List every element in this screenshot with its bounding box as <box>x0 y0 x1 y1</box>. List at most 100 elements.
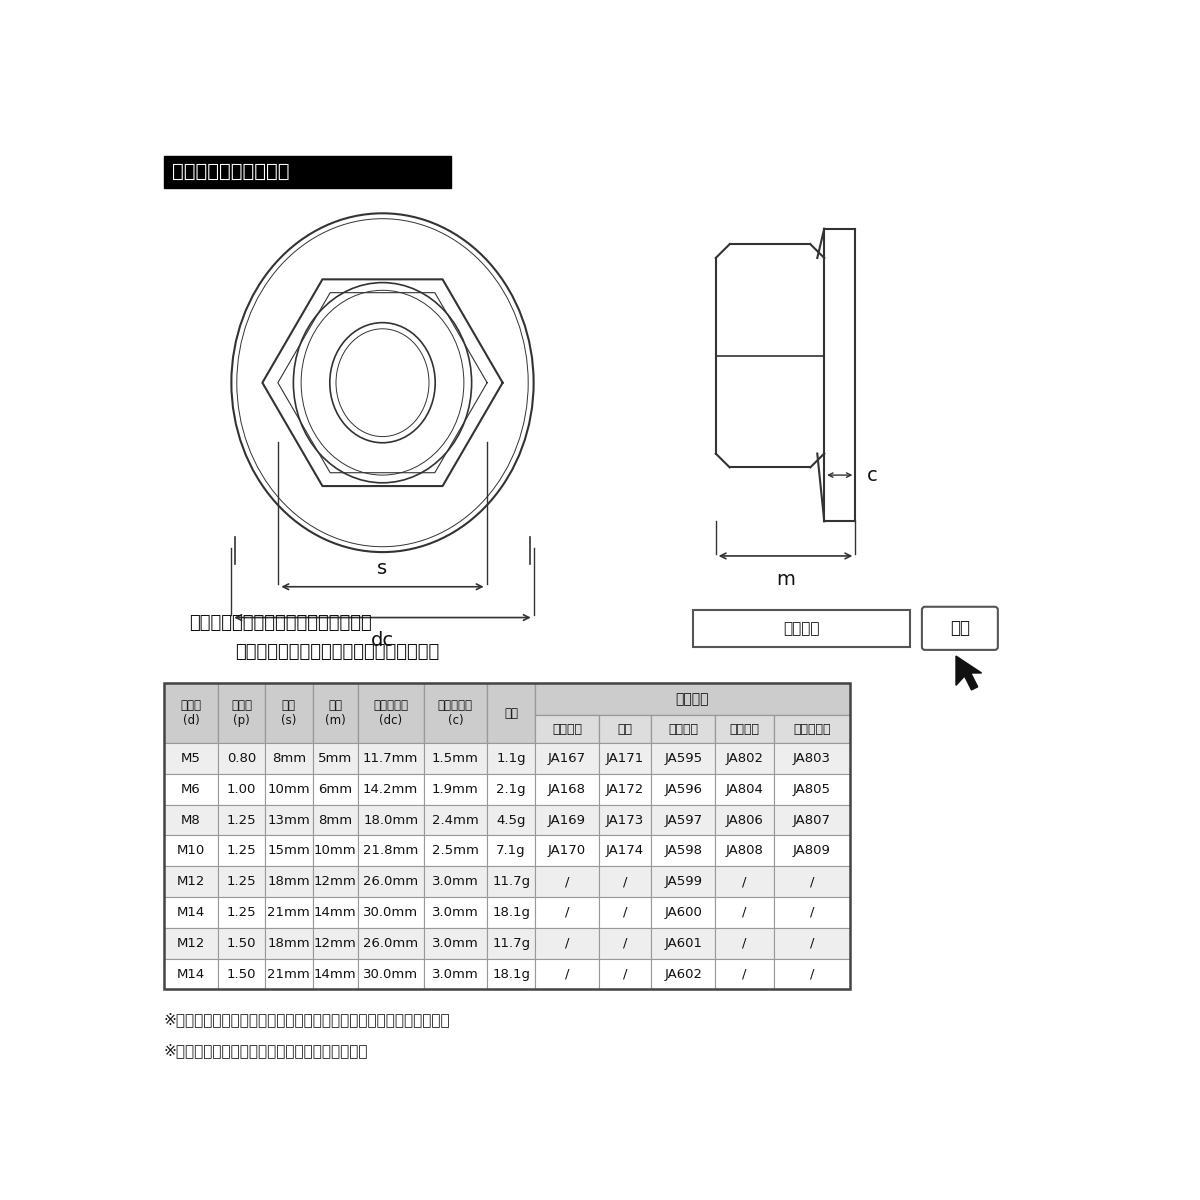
Bar <box>652 928 715 959</box>
Text: JA596: JA596 <box>665 782 702 796</box>
Bar <box>535 928 599 959</box>
Bar <box>265 898 313 928</box>
Text: 平径
(s): 平径 (s) <box>281 700 296 727</box>
Text: M10: M10 <box>176 845 205 857</box>
Bar <box>715 866 774 898</box>
Bar <box>487 805 535 835</box>
Bar <box>535 715 599 743</box>
Text: 8mm: 8mm <box>318 814 353 827</box>
Bar <box>715 835 774 866</box>
Bar <box>164 959 218 990</box>
Bar <box>218 898 265 928</box>
Text: 高さ
(m): 高さ (m) <box>325 700 346 727</box>
Text: 重量: 重量 <box>504 707 518 720</box>
Bar <box>358 774 424 805</box>
Text: JA809: JA809 <box>793 845 830 857</box>
Text: 3.0mm: 3.0mm <box>432 967 479 980</box>
Bar <box>487 743 535 774</box>
Bar <box>358 928 424 959</box>
Text: お探しの商品に素早くアクセスできます。: お探しの商品に素早くアクセスできます。 <box>235 643 439 661</box>
Bar <box>164 683 218 743</box>
Bar <box>164 683 850 990</box>
Text: JA602: JA602 <box>665 967 702 980</box>
Text: 21mm: 21mm <box>268 967 310 980</box>
Text: シルバー: シルバー <box>668 722 698 736</box>
Text: 1.25: 1.25 <box>227 906 257 919</box>
Bar <box>652 959 715 990</box>
Bar <box>313 835 358 866</box>
Text: 11.7mm: 11.7mm <box>362 752 419 764</box>
Text: M12: M12 <box>176 875 205 888</box>
Bar <box>164 866 218 898</box>
Bar <box>164 774 218 805</box>
Bar <box>313 743 358 774</box>
Bar <box>774 898 850 928</box>
Bar <box>164 898 218 928</box>
Bar <box>424 866 487 898</box>
Text: /: / <box>565 875 569 888</box>
Text: JA168: JA168 <box>548 782 586 796</box>
Text: 商品番号: 商品番号 <box>782 620 820 636</box>
Text: /: / <box>742 875 746 888</box>
Bar <box>164 835 218 866</box>
Text: dc: dc <box>371 631 394 650</box>
Text: フランジ径
(dc): フランジ径 (dc) <box>373 700 408 727</box>
Bar <box>652 835 715 866</box>
Bar <box>535 683 850 715</box>
Text: /: / <box>565 937 569 949</box>
Text: 1.9mm: 1.9mm <box>432 782 479 796</box>
Text: ピッチ
(p): ピッチ (p) <box>230 700 252 727</box>
Text: 14.2mm: 14.2mm <box>364 782 419 796</box>
Bar <box>599 805 652 835</box>
Text: ブラック: ブラック <box>552 722 582 736</box>
Bar <box>424 928 487 959</box>
Text: 1.50: 1.50 <box>227 937 257 949</box>
Text: 7.1g: 7.1g <box>497 845 526 857</box>
Text: JA172: JA172 <box>606 782 644 796</box>
Text: /: / <box>623 937 628 949</box>
Bar <box>265 835 313 866</box>
Bar <box>652 774 715 805</box>
Text: M6: M6 <box>181 782 200 796</box>
Bar <box>218 866 265 898</box>
Bar <box>487 835 535 866</box>
Bar <box>774 715 850 743</box>
Bar <box>535 959 599 990</box>
Bar <box>265 683 313 743</box>
Bar <box>424 959 487 990</box>
Bar <box>487 866 535 898</box>
Text: /: / <box>810 875 814 888</box>
Text: 21.8mm: 21.8mm <box>364 845 419 857</box>
Bar <box>313 959 358 990</box>
Bar <box>313 683 358 743</box>
Text: M14: M14 <box>176 906 205 919</box>
Text: 13mm: 13mm <box>268 814 310 827</box>
Text: JA597: JA597 <box>664 814 702 827</box>
Text: 6mm: 6mm <box>318 782 353 796</box>
Bar <box>218 805 265 835</box>
Text: 2.4mm: 2.4mm <box>432 814 479 827</box>
Text: JA170: JA170 <box>548 845 586 857</box>
Text: /: / <box>810 906 814 919</box>
Text: M5: M5 <box>181 752 202 764</box>
Text: 1.1g: 1.1g <box>497 752 526 764</box>
Text: 1.50: 1.50 <box>227 967 257 980</box>
Text: 12mm: 12mm <box>314 937 356 949</box>
Bar <box>487 683 535 743</box>
Bar <box>535 835 599 866</box>
Text: JA598: JA598 <box>665 845 702 857</box>
Text: フランジ厚
(c): フランジ厚 (c) <box>438 700 473 727</box>
Text: 4.5g: 4.5g <box>497 814 526 827</box>
Bar <box>774 959 850 990</box>
Text: 0.80: 0.80 <box>227 752 256 764</box>
Bar <box>424 743 487 774</box>
Text: ※記載のサイズ・重量は平均値です。個体により誤差がございます。: ※記載のサイズ・重量は平均値です。個体により誤差がございます。 <box>164 1013 450 1027</box>
Text: JA169: JA169 <box>548 814 586 827</box>
Polygon shape <box>956 656 982 690</box>
Text: /: / <box>623 967 628 980</box>
Text: /: / <box>623 875 628 888</box>
Text: JA167: JA167 <box>548 752 586 764</box>
Text: 検索: 検索 <box>950 619 970 637</box>
Bar <box>715 805 774 835</box>
Bar <box>313 928 358 959</box>
